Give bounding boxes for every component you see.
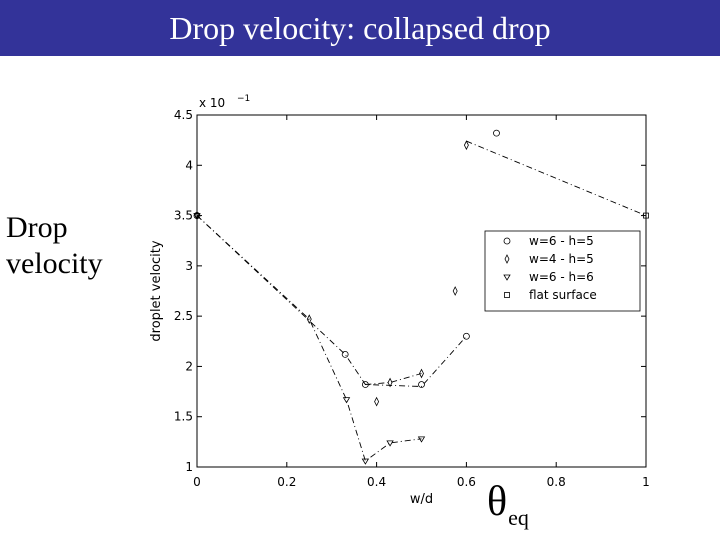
side-label-line1: Drop	[6, 211, 68, 244]
legend-entry-1: w=6 - h=5	[529, 234, 594, 248]
y-tick-label: 2	[185, 359, 193, 373]
slide-title: Drop velocity: collapsed drop	[169, 10, 551, 46]
side-label-line2: velocity	[6, 247, 103, 280]
data-point-series-3	[193, 213, 201, 220]
legend-entry-4: flat surface	[529, 288, 597, 302]
axis-exponent-label: x 10	[199, 96, 225, 110]
y-tick-label: 3	[185, 259, 193, 273]
y-tick-label: 1.5	[174, 410, 193, 424]
x-tick-label: 1	[642, 475, 650, 489]
data-point-series-3	[386, 440, 394, 447]
data-point-series-2	[419, 368, 424, 379]
data-point-series-3	[361, 458, 370, 465]
data-point-series-2	[387, 377, 393, 388]
axis-exponent-power: −1	[237, 94, 250, 104]
droplet-velocity-chart: 0 0.2 0.4 0.6 0.8 1 1 1.5 2 2.5 3 3.5 4 4.5 x 10 −1 w/d d…	[149, 94, 650, 507]
data-point-series-1	[462, 332, 470, 340]
legend-box	[484, 230, 641, 312]
plot-frame	[196, 114, 647, 468]
data-point-series-3	[342, 397, 351, 404]
data-point-series-2	[463, 140, 469, 151]
y-tick-label: 3.5	[174, 209, 193, 223]
theta-eq-label: θeq	[487, 478, 529, 530]
y-axis-label: droplet velocity	[149, 240, 164, 341]
legend-marker-4	[504, 292, 510, 298]
data-point-series-2	[306, 314, 312, 325]
y-tick-label: 4	[185, 158, 193, 172]
dashed-curve	[196, 215, 422, 462]
x-tick-label: 0	[193, 475, 201, 489]
data-point-series-2	[194, 210, 200, 221]
title-bar: Drop velocity: collapsed drop	[0, 0, 720, 56]
data-point-series-3	[417, 436, 426, 443]
data-point-series-1	[418, 381, 425, 388]
y-tick-label: 1	[185, 460, 193, 474]
data-point-series-2	[452, 286, 458, 296]
y-tick-label: 4.5	[174, 108, 193, 122]
x-tick-label: 0.8	[547, 475, 566, 489]
theta-subscript: eq	[508, 505, 529, 530]
data-point-series-1	[493, 129, 500, 137]
data-point-series-2	[374, 396, 380, 407]
side-label: Drop velocity	[6, 210, 103, 282]
dashed-curve	[466, 140, 647, 217]
x-tick-label: 0.6	[457, 475, 476, 489]
data-point-series-1	[341, 350, 349, 358]
legend-entry-2: w=4 - h=5	[529, 252, 594, 266]
legend-marker-2	[504, 254, 510, 264]
x-tick-label: 0.4	[367, 475, 386, 489]
x-axis-label: w/d	[410, 492, 433, 507]
legend-marker-3	[503, 274, 511, 281]
legend-marker-1	[503, 237, 511, 245]
data-point-series-4	[643, 212, 649, 219]
data-point-series-1	[361, 381, 369, 388]
y-tick-label: 2.5	[174, 309, 193, 323]
x-tick-label: 0.2	[277, 475, 296, 489]
dashed-curve	[196, 215, 467, 387]
theta-symbol: θ	[487, 479, 508, 525]
legend-entry-3: w=6 - h=6	[529, 270, 594, 284]
dashed-curve	[365, 373, 422, 385]
